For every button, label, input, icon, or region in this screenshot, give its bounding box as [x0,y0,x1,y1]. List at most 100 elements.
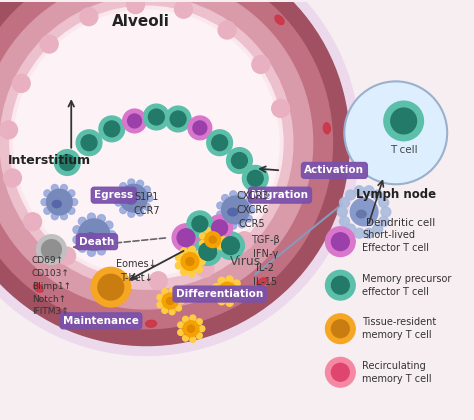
Circle shape [193,121,207,135]
Circle shape [331,320,349,338]
Circle shape [230,222,237,229]
Circle shape [344,81,447,184]
Circle shape [59,155,75,171]
Circle shape [252,55,270,74]
Text: Interstitium: Interstitium [8,154,91,167]
Circle shape [0,0,293,289]
Circle shape [76,130,102,155]
Circle shape [238,221,246,228]
Circle shape [220,237,227,243]
Circle shape [199,243,217,260]
Circle shape [98,247,105,255]
Text: Death: Death [79,236,115,247]
Circle shape [104,121,120,137]
Circle shape [224,287,232,295]
Circle shape [137,180,144,187]
Circle shape [12,74,30,92]
Circle shape [218,21,236,39]
Circle shape [337,207,347,217]
Circle shape [226,276,233,283]
Circle shape [115,199,122,206]
Ellipse shape [126,197,136,204]
Text: Tissue-resident
memory T cell: Tissue-resident memory T cell [362,318,437,340]
Circle shape [381,207,391,217]
Circle shape [120,207,127,213]
Circle shape [169,287,175,293]
Circle shape [222,194,228,202]
Circle shape [78,219,110,251]
Circle shape [41,199,48,205]
Text: Virus: Virus [229,255,261,268]
Circle shape [364,186,374,196]
Circle shape [149,272,167,290]
Circle shape [61,184,67,192]
Text: CXCR3
CXCR6
CCR5: CXCR3 CXCR6 CCR5 [236,191,268,229]
Ellipse shape [257,278,266,286]
Circle shape [218,230,224,236]
Circle shape [178,322,184,328]
Circle shape [326,357,355,387]
Circle shape [354,228,364,238]
Circle shape [246,198,252,205]
Circle shape [73,226,81,234]
Circle shape [120,184,147,212]
Ellipse shape [85,233,96,241]
Circle shape [177,229,195,247]
Circle shape [188,116,212,140]
Circle shape [196,319,202,325]
Circle shape [0,0,349,346]
Circle shape [169,309,175,315]
Circle shape [98,274,124,300]
Circle shape [218,298,225,305]
Circle shape [331,276,349,294]
Text: Activation: Activation [304,165,365,176]
Circle shape [105,240,113,248]
Circle shape [105,221,113,229]
Circle shape [326,227,355,257]
Circle shape [373,224,383,234]
Circle shape [44,207,51,214]
Circle shape [51,213,58,220]
Circle shape [128,114,141,128]
Circle shape [222,196,249,224]
Text: Eomes↓
T-bet↓: Eomes↓ T-bet↓ [116,259,157,284]
Circle shape [146,194,153,202]
Circle shape [326,270,355,300]
Circle shape [24,213,42,231]
Ellipse shape [323,123,330,134]
Text: Memory precursor
effector T cell: Memory precursor effector T cell [362,274,452,297]
Circle shape [331,363,349,381]
Circle shape [331,233,349,251]
Text: Dendritic cell: Dendritic cell [366,218,435,228]
Circle shape [194,238,222,265]
Ellipse shape [52,200,61,207]
Circle shape [172,224,200,252]
Circle shape [81,135,97,151]
Circle shape [187,325,194,332]
Circle shape [192,216,208,232]
Circle shape [247,171,263,186]
Circle shape [200,240,205,247]
Circle shape [0,121,18,139]
Circle shape [213,284,220,291]
Ellipse shape [34,284,43,292]
Circle shape [162,293,178,309]
Circle shape [346,224,356,234]
Circle shape [207,215,233,241]
Text: Short-lived
Effector T cell: Short-lived Effector T cell [362,230,429,253]
Circle shape [71,199,78,205]
Circle shape [187,211,213,237]
Circle shape [144,203,150,210]
Circle shape [346,190,356,200]
Text: Recirculating
memory T cell: Recirculating memory T cell [362,361,432,383]
Circle shape [200,233,205,239]
Circle shape [217,232,245,260]
Circle shape [14,10,279,275]
Circle shape [0,0,359,355]
Circle shape [61,213,67,220]
Text: TGF-β
IFN-γ
IL-2
IL-15: TGF-β IFN-γ IL-2 IL-15 [251,236,280,287]
Ellipse shape [275,15,284,24]
Circle shape [44,190,51,197]
Circle shape [189,246,195,253]
Circle shape [167,297,174,304]
